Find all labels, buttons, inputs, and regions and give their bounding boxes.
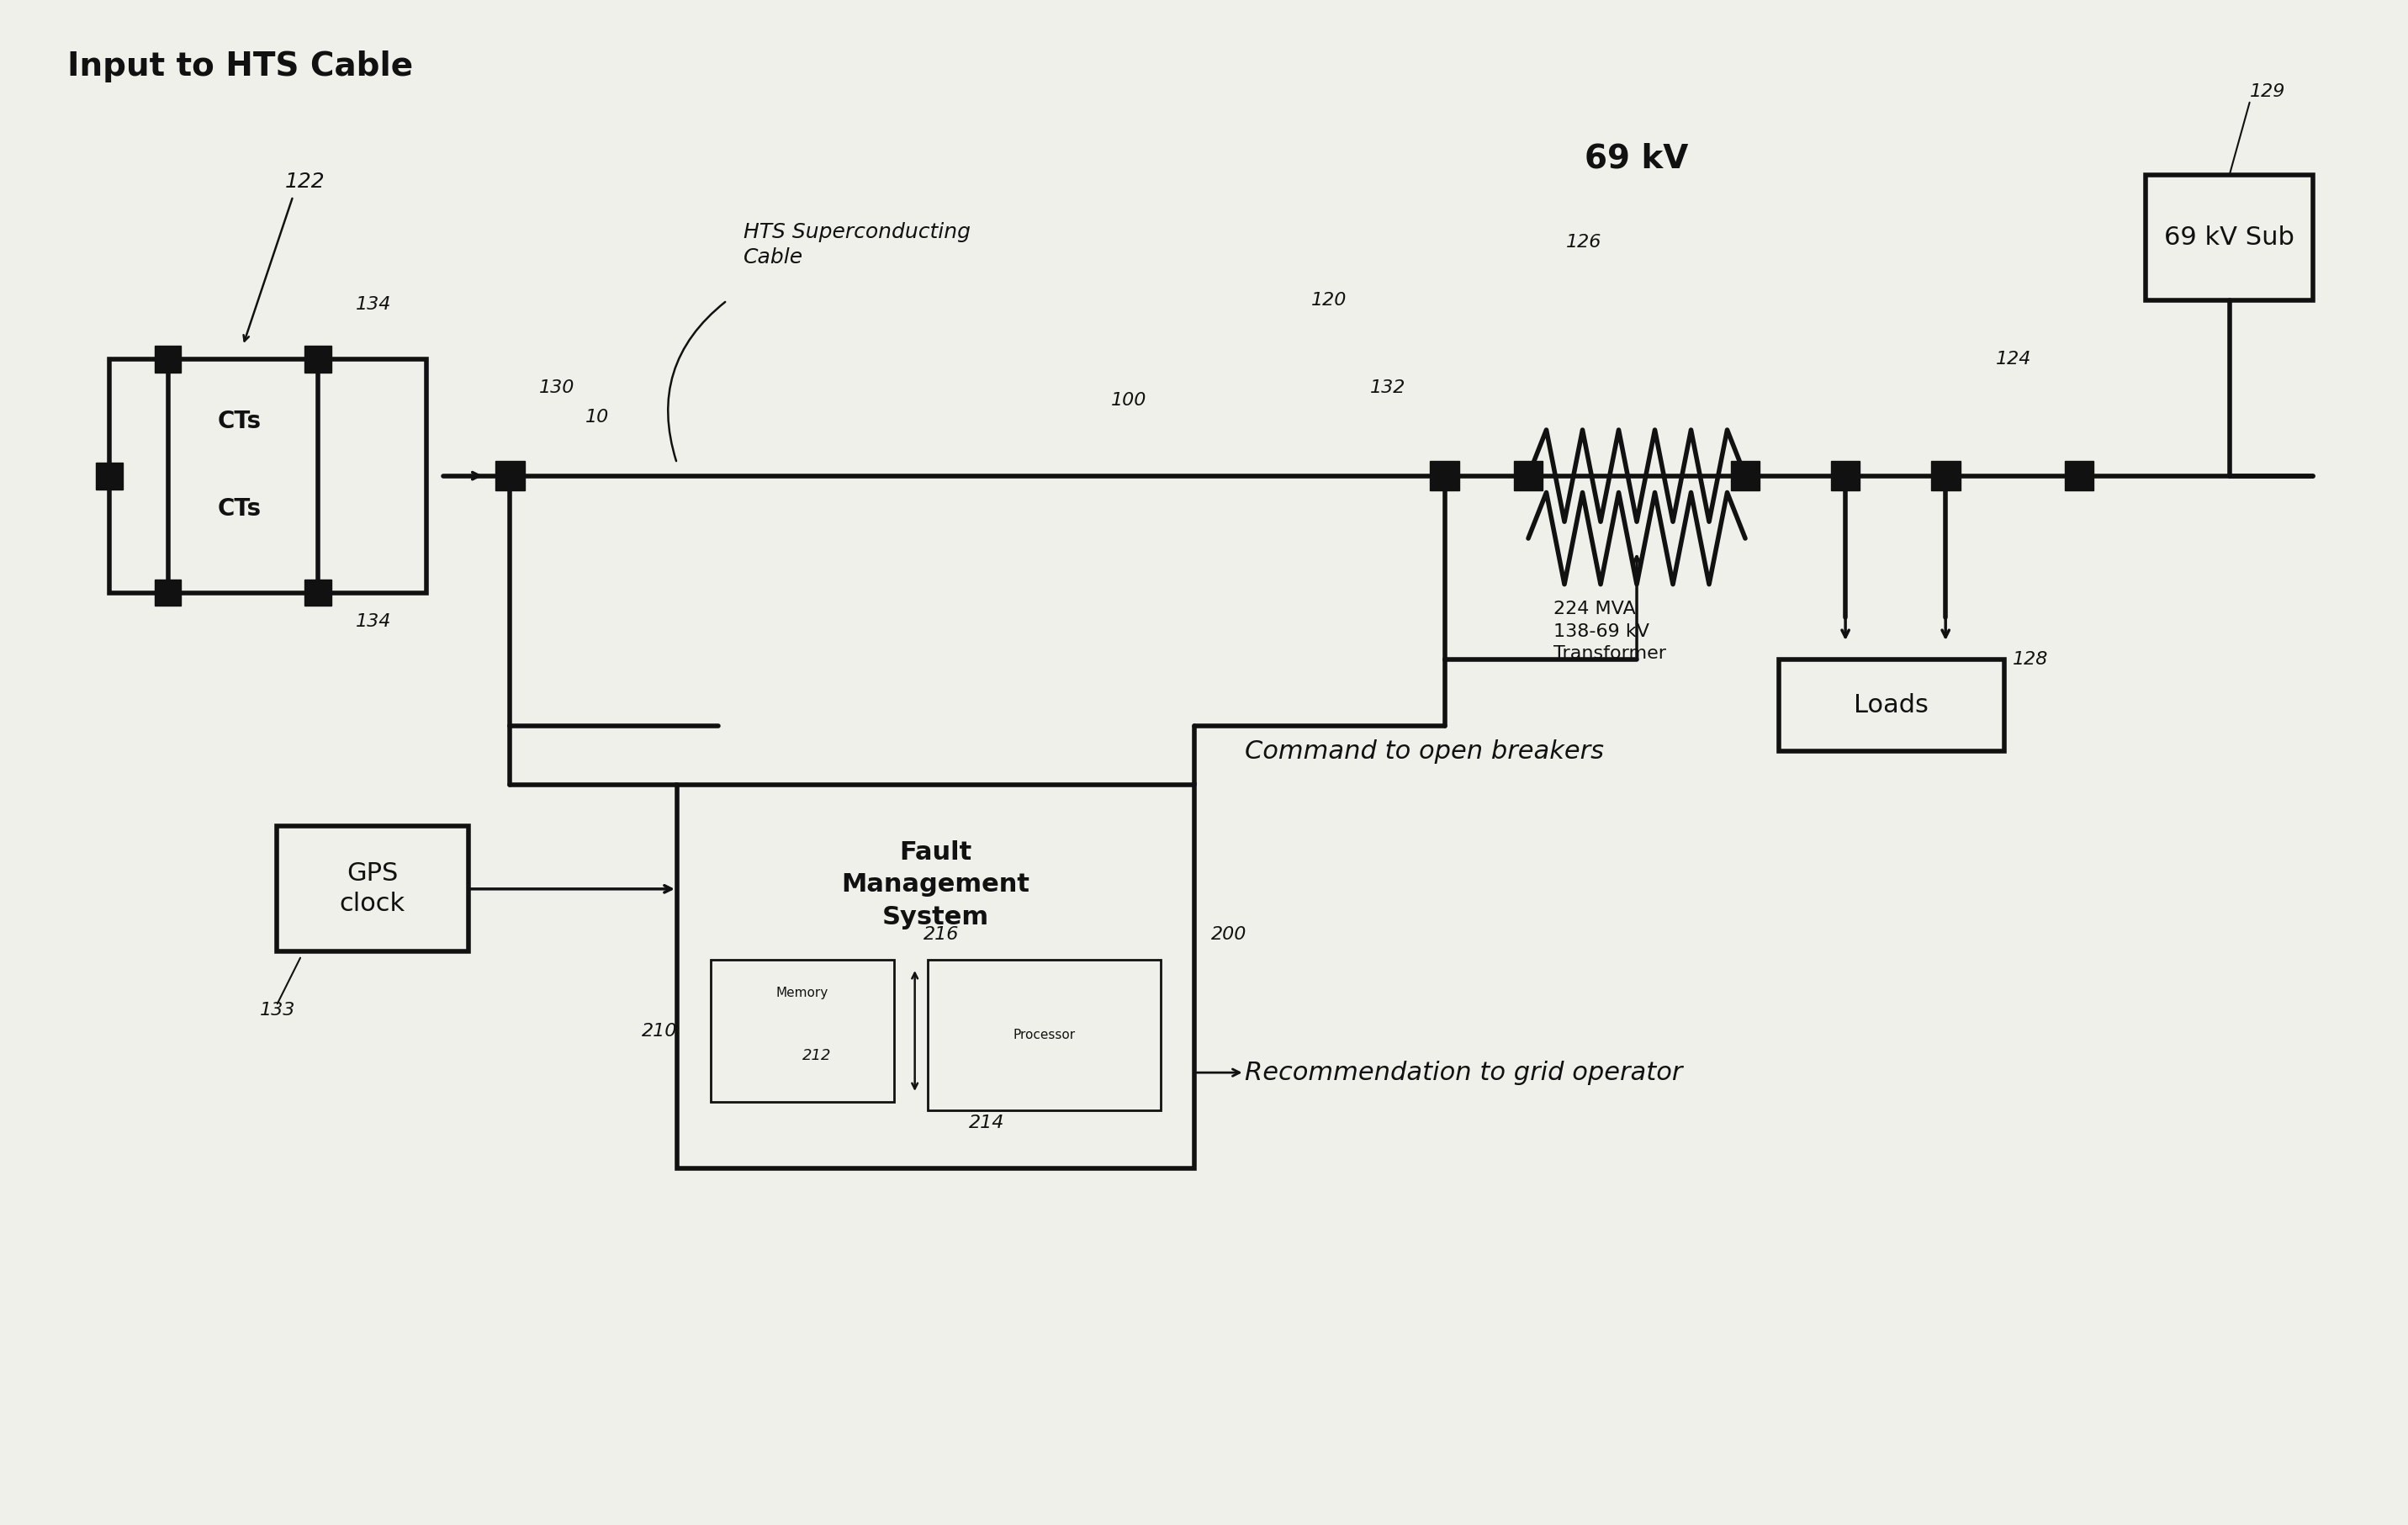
- Text: Memory: Memory: [775, 987, 828, 999]
- Text: 122: 122: [284, 172, 325, 192]
- Text: 212: 212: [802, 1048, 831, 1063]
- Text: 134: 134: [356, 613, 390, 630]
- Bar: [1931, 461, 1960, 491]
- Bar: [1515, 461, 1544, 491]
- Text: 210: 210: [641, 1022, 677, 1039]
- Bar: [96, 462, 123, 490]
- Text: 100: 100: [1110, 392, 1146, 409]
- Text: 214: 214: [968, 1115, 1004, 1132]
- Text: Loads: Loads: [1854, 694, 1929, 718]
- Text: HTS Superconducting
Cable: HTS Superconducting Cable: [744, 223, 970, 267]
- Text: 224 MVA
138-69 kV
Transformer: 224 MVA 138-69 kV Transformer: [1553, 601, 1666, 662]
- Text: Input to HTS Cable: Input to HTS Cable: [67, 50, 414, 82]
- Text: 129: 129: [2249, 84, 2285, 101]
- Bar: [2146, 175, 2312, 300]
- Text: Recommendation to grid operator: Recommendation to grid operator: [1245, 1060, 1683, 1084]
- Text: 216: 216: [922, 926, 958, 944]
- Bar: [1830, 461, 1859, 491]
- Text: 130: 130: [539, 380, 576, 396]
- Text: 120: 120: [1312, 293, 1346, 310]
- Text: GPS
clock: GPS clock: [340, 862, 405, 917]
- Bar: [710, 959, 893, 1101]
- Bar: [2064, 461, 2093, 491]
- Text: 128: 128: [2013, 651, 2047, 668]
- Text: 134: 134: [356, 296, 390, 313]
- Bar: [1780, 659, 2003, 752]
- Text: 124: 124: [1996, 351, 2032, 368]
- Bar: [677, 785, 1194, 1168]
- Text: 200: 200: [1211, 927, 1247, 944]
- Text: Processor: Processor: [1014, 1029, 1076, 1042]
- Text: 69 kV Sub: 69 kV Sub: [2165, 226, 2295, 250]
- Bar: [154, 580, 181, 605]
- Text: CTs: CTs: [217, 410, 262, 433]
- Text: Command to open breakers: Command to open breakers: [1245, 740, 1604, 764]
- Bar: [277, 827, 467, 952]
- Bar: [108, 358, 426, 593]
- Bar: [927, 959, 1161, 1110]
- Bar: [1731, 461, 1760, 491]
- Text: 133: 133: [260, 1002, 296, 1019]
- Text: 69 kV: 69 kV: [1584, 143, 1688, 174]
- Bar: [496, 461, 525, 491]
- Bar: [154, 346, 181, 372]
- Text: 132: 132: [1370, 380, 1406, 396]
- Text: 10: 10: [585, 409, 609, 425]
- Bar: [1430, 461, 1459, 491]
- Text: CTs: CTs: [217, 497, 262, 522]
- Text: 126: 126: [1565, 233, 1601, 250]
- Bar: [306, 580, 332, 605]
- Text: Fault
Management
System: Fault Management System: [840, 840, 1031, 929]
- Bar: [306, 346, 332, 372]
